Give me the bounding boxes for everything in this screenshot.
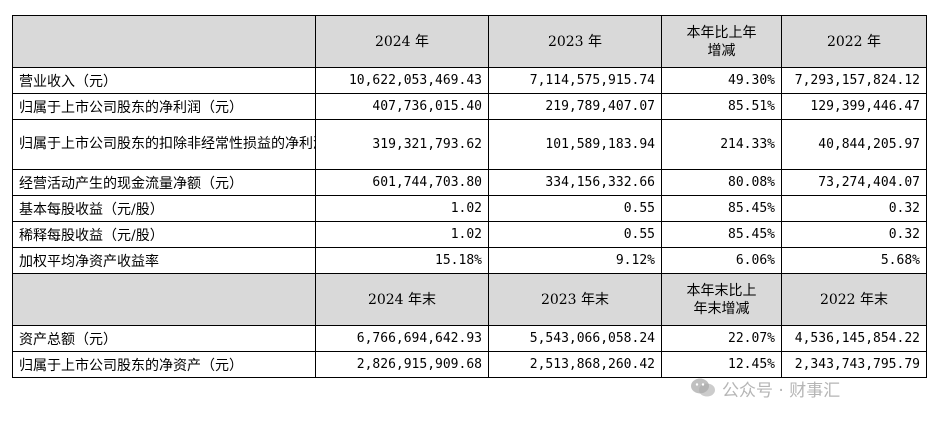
row-label: 营业收入（元） bbox=[12, 67, 316, 94]
value-2024: 6,766,694,642.93 bbox=[315, 325, 489, 352]
value-2022: 4,536,145,854.22 bbox=[781, 325, 927, 352]
value-change: 85.45% bbox=[661, 221, 782, 248]
value-2023: 5,543,066,058.24 bbox=[488, 325, 662, 352]
row-label: 稀释每股收益（元/股） bbox=[12, 221, 316, 248]
value-change: 22.07% bbox=[661, 325, 782, 352]
wechat-icon bbox=[691, 378, 715, 397]
header-2022-end: 2022 年末 bbox=[781, 273, 927, 326]
value-2022: 129,399,446.47 bbox=[781, 93, 927, 120]
value-2023: 2,513,868,260.42 bbox=[488, 351, 662, 378]
row-label: 资产总额（元） bbox=[12, 325, 316, 352]
header-change: 本年比上年 增减 bbox=[661, 15, 782, 68]
header-2023: 2023 年 bbox=[488, 15, 662, 68]
value-2023: 7,114,575,915.74 bbox=[488, 67, 662, 94]
value-change: 214.33% bbox=[661, 119, 782, 170]
value-2024: 1.02 bbox=[315, 221, 489, 248]
table-row: 加权平均净资产收益率 15.18% 9.12% 6.06% 5.68% bbox=[12, 247, 927, 274]
header-row-annual: 2024 年 2023 年 本年比上年 增减 2022 年 bbox=[12, 15, 927, 68]
header-row-year-end: 2024 年末 2023 年末 本年末比上 年末增减 2022 年末 bbox=[12, 273, 927, 326]
value-2023: 9.12% bbox=[488, 247, 662, 274]
value-2023: 219,789,407.07 bbox=[488, 93, 662, 120]
value-2022: 40,844,205.97 bbox=[781, 119, 927, 170]
value-2024: 10,622,053,469.43 bbox=[315, 67, 489, 94]
row-label: 归属于上市公司股东的净资产（元） bbox=[12, 351, 316, 378]
value-2024: 1.02 bbox=[315, 195, 489, 222]
table-row: 经营活动产生的现金流量净额（元） 601,744,703.80 334,156,… bbox=[12, 169, 927, 196]
table-row: 归属于上市公司股东的净资产（元） 2,826,915,909.68 2,513,… bbox=[12, 351, 927, 378]
table-row: 基本每股收益（元/股） 1.02 0.55 85.45% 0.32 bbox=[12, 195, 927, 222]
table-row: 归属于上市公司股东的扣除非经常性损益的净利润（元） 319,321,793.62… bbox=[12, 119, 927, 170]
value-2022: 73,274,404.07 bbox=[781, 169, 927, 196]
value-change: 80.08% bbox=[661, 169, 782, 196]
value-2024: 407,736,015.40 bbox=[315, 93, 489, 120]
value-change: 6.06% bbox=[661, 247, 782, 274]
value-change: 12.45% bbox=[661, 351, 782, 378]
value-2024: 2,826,915,909.68 bbox=[315, 351, 489, 378]
header-blank-cell bbox=[12, 273, 316, 326]
value-2022: 2,343,743,795.79 bbox=[781, 351, 927, 378]
value-2024: 15.18% bbox=[315, 247, 489, 274]
row-label: 经营活动产生的现金流量净额（元） bbox=[12, 169, 316, 196]
header-change-end: 本年末比上 年末增减 bbox=[661, 273, 782, 326]
header-2022: 2022 年 bbox=[781, 15, 927, 68]
value-change: 85.45% bbox=[661, 195, 782, 222]
header-2024: 2024 年 bbox=[315, 15, 489, 68]
row-label: 基本每股收益（元/股） bbox=[12, 195, 316, 222]
value-2022: 7,293,157,824.12 bbox=[781, 67, 927, 94]
financial-table: 2024 年 2023 年 本年比上年 增减 2022 年 营业收入（元） 10… bbox=[12, 15, 927, 378]
value-2022: 0.32 bbox=[781, 221, 927, 248]
value-2023: 101,589,183.94 bbox=[488, 119, 662, 170]
header-2024-end: 2024 年末 bbox=[315, 273, 489, 326]
table-row: 资产总额（元） 6,766,694,642.93 5,543,066,058.2… bbox=[12, 325, 927, 352]
value-2023: 0.55 bbox=[488, 195, 662, 222]
watermark: 公众号 · 财事汇 bbox=[690, 375, 840, 401]
watermark-text: 公众号 · 财事汇 bbox=[722, 380, 841, 401]
value-2024: 319,321,793.62 bbox=[315, 119, 489, 170]
value-2023: 0.55 bbox=[488, 221, 662, 248]
value-change: 85.51% bbox=[661, 93, 782, 120]
header-2023-end: 2023 年末 bbox=[488, 273, 662, 326]
value-2022: 5.68% bbox=[781, 247, 927, 274]
row-label: 归属于上市公司股东的扣除非经常性损益的净利润（元） bbox=[12, 119, 316, 170]
table-row: 稀释每股收益（元/股） 1.02 0.55 85.45% 0.32 bbox=[12, 221, 927, 248]
table-row: 归属于上市公司股东的净利润（元） 407,736,015.40 219,789,… bbox=[12, 93, 927, 120]
header-blank-cell bbox=[12, 15, 316, 68]
table-row: 营业收入（元） 10,622,053,469.43 7,114,575,915.… bbox=[12, 67, 927, 94]
row-label: 归属于上市公司股东的净利润（元） bbox=[12, 93, 316, 120]
value-2022: 0.32 bbox=[781, 195, 927, 222]
value-2024: 601,744,703.80 bbox=[315, 169, 489, 196]
value-2023: 334,156,332.66 bbox=[488, 169, 662, 196]
value-change: 49.30% bbox=[661, 67, 782, 94]
row-label: 加权平均净资产收益率 bbox=[12, 247, 316, 274]
